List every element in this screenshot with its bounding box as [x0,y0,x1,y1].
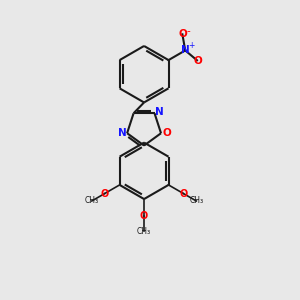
Text: O: O [178,29,187,39]
Text: -: - [187,26,190,36]
Text: O: O [163,128,171,138]
Text: CH₃: CH₃ [137,226,151,236]
Text: +: + [189,40,195,50]
Text: O: O [140,211,148,221]
Text: CH₃: CH₃ [189,196,203,206]
Text: N: N [181,45,190,56]
Text: CH₃: CH₃ [85,196,99,206]
Text: N: N [118,128,126,138]
Text: N: N [155,107,164,117]
Text: O: O [179,188,188,199]
Text: O: O [100,188,109,199]
Text: O: O [194,56,202,66]
